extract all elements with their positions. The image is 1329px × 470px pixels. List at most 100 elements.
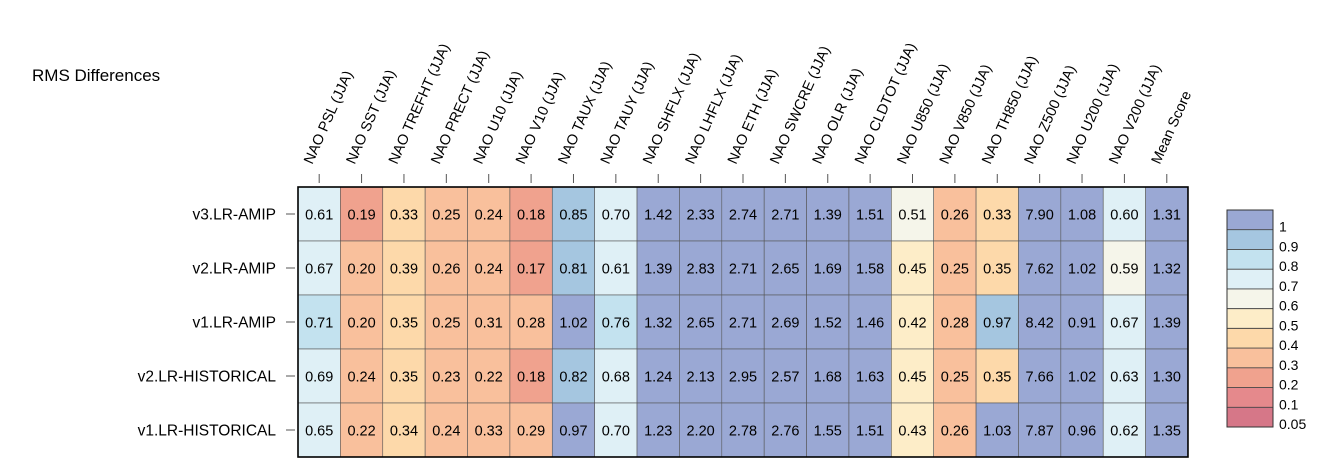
heatmap-cell	[297, 294, 341, 350]
heatmap-cell	[806, 186, 850, 242]
cell-value-label: 0.45	[898, 262, 926, 278]
heatmap-cell	[763, 186, 807, 242]
cell-value-label: 0.19	[347, 208, 375, 224]
cell-value-label: 1.42	[644, 208, 672, 224]
cell-value-label: 2.83	[686, 262, 714, 278]
cell-value-label: 2.78	[729, 424, 757, 440]
cell-value-label: 2.71	[729, 262, 757, 278]
row-label: v2.LR-AMIP	[192, 261, 276, 278]
cell-value-label: 0.35	[390, 316, 418, 332]
cell-value-label: 2.13	[686, 370, 714, 386]
cell-value-label: 0.67	[305, 262, 333, 278]
heatmap-cell	[382, 348, 426, 404]
cell-value-label: 0.61	[305, 208, 333, 224]
heatmap-cell	[848, 294, 892, 350]
heatmap-cell	[297, 240, 341, 296]
colorbar-label: 0.9	[1279, 238, 1299, 254]
cell-value-label: 0.25	[941, 262, 969, 278]
heatmap-cell	[679, 186, 723, 242]
colorbar-label: 0.5	[1279, 317, 1299, 333]
cell-value-label: 0.39	[390, 262, 418, 278]
cell-value-label: 7.90	[1026, 208, 1054, 224]
heatmap-cell	[509, 240, 553, 296]
cell-value-label: 0.97	[559, 424, 587, 440]
heatmap-cell	[297, 348, 341, 404]
row-label: v3.LR-AMIP	[192, 207, 276, 224]
colorbar-label: 0.3	[1279, 357, 1299, 373]
cell-value-label: 2.57	[771, 370, 799, 386]
heatmap-cell	[1060, 240, 1104, 296]
cell-value-label: 0.43	[898, 424, 926, 440]
cell-value-label: 0.34	[390, 424, 418, 440]
heatmap-cell	[1018, 240, 1062, 296]
cell-value-label: 0.26	[432, 262, 460, 278]
heatmap-cell	[594, 186, 638, 242]
heatmap-cell	[1145, 402, 1189, 458]
cell-value-label: 0.25	[432, 208, 460, 224]
colorbar-swatch	[1227, 387, 1273, 408]
heatmap-cell	[1018, 186, 1062, 242]
heatmap-frame	[297, 186, 1189, 458]
heatmap-cell	[467, 186, 511, 242]
heatmap-cell	[975, 186, 1019, 242]
heatmap-cell	[424, 348, 468, 404]
heatmap-cell	[1102, 402, 1146, 458]
cell-value-label: 2.20	[686, 424, 714, 440]
cell-value-label: 0.91	[1068, 316, 1096, 332]
cell-value-label: 0.23	[432, 370, 460, 386]
cell-value-label: 0.85	[559, 208, 587, 224]
cell-value-label: 1.58	[856, 262, 884, 278]
heatmap-cell	[1145, 348, 1189, 404]
heatmap-cell	[975, 240, 1019, 296]
heatmap-cell	[297, 402, 341, 458]
cell-value-label: 2.69	[771, 316, 799, 332]
cell-value-label: 0.18	[517, 370, 545, 386]
cell-value-label: 1.08	[1068, 208, 1096, 224]
cell-value-label: 7.62	[1026, 262, 1054, 278]
cell-value-label: 1.03	[983, 424, 1011, 440]
heatmap-cell	[763, 294, 807, 350]
colorbar-swatch	[1227, 367, 1273, 388]
heatmap-cell	[933, 240, 977, 296]
cell-value-label: 2.33	[686, 208, 714, 224]
cell-value-label: 2.65	[686, 316, 714, 332]
cell-value-label: 0.35	[983, 370, 1011, 386]
heatmap-cell	[679, 348, 723, 404]
cell-value-label: 1.39	[1153, 316, 1181, 332]
cell-value-label: 0.81	[559, 262, 587, 278]
cell-value-label: 0.25	[432, 316, 460, 332]
cell-value-label: 0.60	[1110, 208, 1138, 224]
heatmap-cell	[424, 402, 468, 458]
row-label: v1.LR-HISTORICAL	[138, 423, 277, 440]
cell-value-label: 0.70	[602, 424, 630, 440]
heatmap-cell	[679, 402, 723, 458]
cell-value-label: 0.31	[475, 316, 503, 332]
colorbar-legend: 1 0.9 0.8 0.7 0.6 0.5 0.4 0.3 0.2 0.1 0.05	[1226, 209, 1306, 432]
cell-value-label: 1.39	[644, 262, 672, 278]
cell-value-label: 0.42	[898, 316, 926, 332]
cell-value-label: 1.23	[644, 424, 672, 440]
cell-value-label: 2.74	[729, 208, 757, 224]
cell-value-label: 0.28	[941, 316, 969, 332]
cell-value-label: 0.63	[1110, 370, 1138, 386]
heatmap-cell	[848, 402, 892, 458]
heatmap-cell	[424, 294, 468, 350]
cell-value-label: 2.65	[771, 262, 799, 278]
heatmap-cell	[721, 402, 765, 458]
heatmap-cell	[721, 348, 765, 404]
heatmap-cell	[1102, 348, 1146, 404]
cell-value-label: 1.51	[856, 208, 884, 224]
heatmap-cells: 0.61 0.19 0.33 0.25 0.24 0.18 0.85 0.70 1.42 2.33…	[297, 186, 1189, 458]
cell-value-label: 1.31	[1153, 208, 1181, 224]
heatmap-cell	[933, 348, 977, 404]
colorbar-label: 0.8	[1279, 258, 1299, 274]
cell-value-label: 2.71	[729, 316, 757, 332]
cell-value-label: 0.22	[475, 370, 503, 386]
cell-value-label: 1.02	[1068, 370, 1096, 386]
heatmap-cell	[1145, 240, 1189, 296]
cell-value-label: 0.22	[347, 424, 375, 440]
heatmap-cell	[509, 294, 553, 350]
heatmap-cell	[594, 294, 638, 350]
cell-value-label: 0.29	[517, 424, 545, 440]
